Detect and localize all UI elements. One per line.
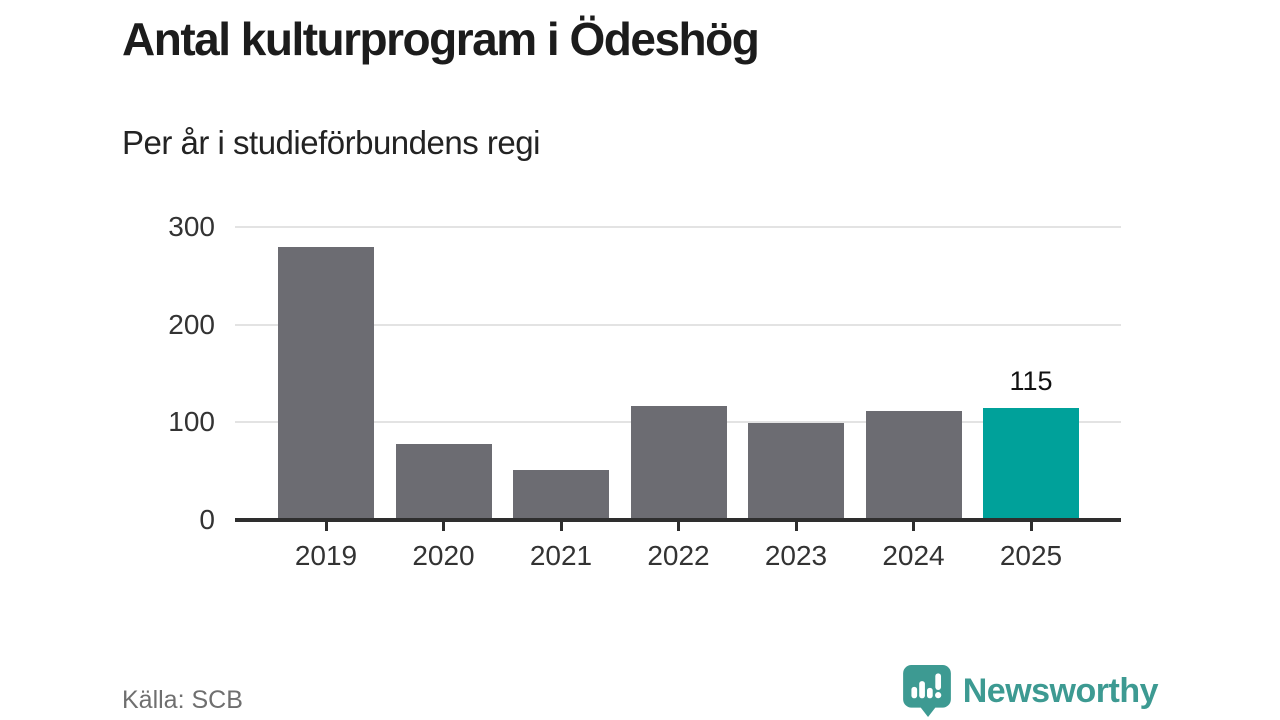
chart-subtitle: Per år i studieförbundens regi [122, 124, 540, 161]
x-axis-tick-2022 [677, 522, 680, 531]
gridline-300 [235, 226, 1121, 228]
bar-2019 [278, 246, 374, 520]
newsworthy-logo-icon [902, 665, 951, 717]
x-axis-tick-2025 [1029, 522, 1033, 531]
x-axis-tick-label-2025: 2025 [999, 540, 1063, 571]
x-axis-tick-2024 [912, 522, 915, 531]
bar-value-label-2025: 115 [1009, 365, 1053, 396]
bar-2023 [748, 423, 844, 520]
newsworthy-logo-text: Newsworthy [962, 671, 1159, 710]
bar-2020 [395, 443, 492, 520]
y-axis-tick-label-300: 300 [168, 211, 215, 242]
bar-2024 [865, 410, 962, 520]
gridline-200 [235, 323, 1121, 326]
bar-2025 [983, 407, 1079, 520]
bar-2022 [630, 405, 727, 520]
x-axis-line [235, 518, 1121, 522]
x-axis-tick-label-2022: 2022 [647, 540, 710, 571]
bar-2021 [513, 470, 609, 520]
x-axis-tick-2021 [559, 522, 563, 531]
x-axis-tick-label-2023: 2023 [764, 540, 828, 571]
x-axis-tick-2023 [794, 522, 798, 531]
x-axis-tick-label-2024: 2024 [882, 540, 945, 571]
source-label: Källa: SCB [122, 686, 243, 714]
chart-title: Antal kulturprogram i Ödeshög [122, 13, 760, 65]
x-axis-tick-label-2020: 2020 [412, 540, 475, 571]
x-axis-tick-label-2019: 2019 [294, 540, 358, 571]
y-axis-tick-label-200: 200 [168, 308, 215, 340]
newsworthy-brand: Newsworthy [901, 664, 1159, 718]
y-axis-tick-label-100: 100 [168, 406, 215, 438]
x-axis-tick-label-2021: 2021 [529, 540, 593, 571]
x-axis-tick-2019 [324, 522, 328, 531]
x-axis-tick-2020 [442, 522, 445, 531]
y-axis-tick-label-0: 0 [199, 504, 215, 535]
